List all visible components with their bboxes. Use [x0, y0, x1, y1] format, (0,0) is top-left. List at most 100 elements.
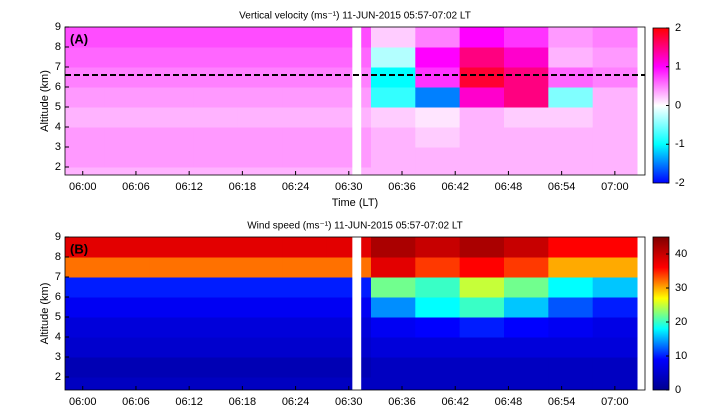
heat-cell — [237, 377, 283, 390]
heat-cell — [459, 237, 505, 258]
heat-cell — [237, 317, 283, 338]
heat-cell — [415, 257, 461, 278]
heat-cell — [592, 27, 638, 48]
x-tick-label: 07:00 — [601, 181, 629, 193]
heat-cell — [282, 87, 328, 108]
heat-cell — [149, 67, 195, 88]
heat-cell — [193, 237, 239, 258]
colorbar-tick-label: 10 — [675, 350, 687, 362]
heat-cell — [104, 127, 150, 148]
heat-cell — [592, 337, 638, 358]
heat-cell — [503, 87, 549, 108]
colorbar-tick-label: 20 — [675, 316, 687, 328]
heat-cell — [326, 87, 372, 108]
heat-cell — [370, 67, 416, 88]
heat-cell — [592, 357, 638, 378]
heat-cell — [503, 237, 549, 258]
heat-cell — [149, 357, 195, 378]
heat-cell — [503, 317, 549, 338]
heat-cell — [415, 67, 461, 88]
heat-cell — [282, 257, 328, 278]
heat-cell — [592, 127, 638, 148]
heat-cell — [149, 337, 195, 358]
heat-cell — [282, 277, 328, 298]
heat-cell — [65, 87, 106, 108]
heat-cell — [237, 297, 283, 318]
heat-cell — [104, 67, 150, 88]
colorbar-tick-label: -2 — [675, 177, 685, 189]
y-tick-label: 9 — [55, 231, 61, 243]
heat-cell — [193, 357, 239, 378]
heat-cell — [149, 147, 195, 168]
x-axis-label: Time (LT) — [332, 197, 378, 209]
heat-cell — [104, 107, 150, 128]
heat-cell — [149, 257, 195, 278]
plot-area — [65, 237, 638, 390]
heat-cell — [104, 147, 150, 168]
heat-cell — [592, 147, 638, 168]
x-tick-label: 06:36 — [388, 181, 416, 193]
heat-cell — [415, 127, 461, 148]
heat-cell — [326, 317, 372, 338]
heat-cell — [415, 47, 461, 68]
heat-cell — [415, 27, 461, 48]
x-tick-label: 06:48 — [495, 181, 523, 193]
heat-cell — [548, 87, 594, 108]
heat-cell — [104, 317, 150, 338]
heat-cell — [370, 377, 416, 390]
heat-cell — [282, 47, 328, 68]
heat-cell — [326, 67, 372, 88]
heat-cell — [193, 87, 239, 108]
x-axis-label: Time (LT) — [332, 412, 378, 413]
x-tick-label: 06:00 — [69, 396, 97, 408]
heat-cell — [370, 237, 416, 258]
heat-cell — [193, 147, 239, 168]
heat-cell — [149, 87, 195, 108]
x-tick-label: 06:06 — [122, 181, 150, 193]
heat-cell — [326, 47, 372, 68]
heat-cell — [237, 147, 283, 168]
heat-cell — [503, 47, 549, 68]
x-tick-label: 06:24 — [282, 181, 310, 193]
y-tick-label: 7 — [55, 271, 61, 283]
heat-cell — [548, 107, 594, 128]
heat-cell — [370, 277, 416, 298]
heat-cell — [459, 27, 505, 48]
heat-cell — [370, 87, 416, 108]
heat-cell — [149, 377, 195, 390]
heat-cell — [104, 237, 150, 258]
heat-cell — [104, 167, 150, 175]
heat-cell — [149, 317, 195, 338]
heat-cell — [237, 27, 283, 48]
colorbar-tick-label: 1 — [675, 61, 681, 73]
y-tick-label: 2 — [55, 371, 61, 383]
heat-cell — [415, 377, 461, 390]
y-tick-label: 6 — [55, 81, 61, 93]
y-tick-label: 5 — [55, 311, 61, 323]
heat-cell — [65, 147, 106, 168]
heat-cell — [65, 167, 106, 175]
heat-cell — [548, 47, 594, 68]
chart-title: Vertical velocity (ms⁻¹) 11-JUN-2015 05:… — [239, 11, 471, 22]
heat-cell — [282, 147, 328, 168]
heat-cell — [193, 297, 239, 318]
data-gap — [352, 27, 362, 175]
heat-cell — [237, 337, 283, 358]
y-tick-label: 6 — [55, 291, 61, 303]
x-tick-label: 06:54 — [548, 181, 576, 193]
y-tick-label: 9 — [55, 21, 61, 33]
heat-cell — [149, 277, 195, 298]
heat-cell — [415, 87, 461, 108]
heat-cell — [193, 337, 239, 358]
heat-cell — [326, 107, 372, 128]
heat-cell — [503, 357, 549, 378]
heat-cell — [503, 377, 549, 390]
heat-cell — [459, 257, 505, 278]
panel-label: (B) — [70, 241, 88, 256]
heat-cell — [65, 27, 106, 48]
heat-cell — [282, 237, 328, 258]
heat-cell — [503, 167, 549, 175]
heat-cell — [282, 297, 328, 318]
heat-cell — [149, 27, 195, 48]
